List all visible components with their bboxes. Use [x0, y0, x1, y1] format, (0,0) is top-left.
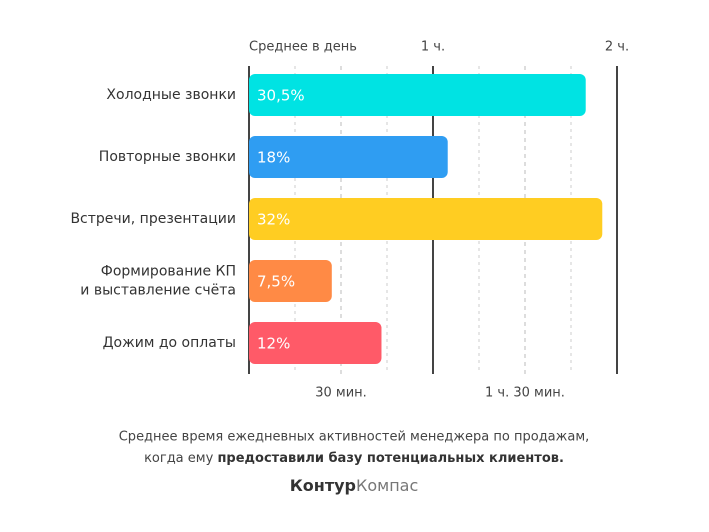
category-label: Повторные звонки — [99, 149, 236, 165]
category-label: и выставление счёта — [80, 283, 236, 299]
caption-bold: предоставили базу потенциальных клиентов… — [217, 451, 563, 466]
axis-label: Среднее в день — [249, 40, 357, 55]
logo-bold: Контур — [290, 476, 356, 495]
caption-text: когда ему — [144, 451, 214, 466]
x-tick-label: 1 ч. — [421, 40, 445, 55]
x-tick-label: 2 ч. — [605, 40, 629, 55]
category-label: Дожим до оплаты — [103, 335, 236, 351]
value-label: 18% — [257, 149, 290, 167]
value-label: 12% — [257, 335, 290, 353]
bar — [249, 198, 603, 240]
bar — [249, 136, 448, 178]
x-tick-label: 30 мин. — [315, 386, 367, 401]
logo: КонтурКомпас — [290, 476, 419, 495]
caption-line: Среднее время ежедневных активностей мен… — [119, 430, 590, 445]
bar — [249, 260, 332, 302]
caption-line: когда ему предоставили базу потенциальны… — [144, 451, 564, 466]
bar — [249, 322, 382, 364]
category-label: Холодные звонки — [106, 87, 236, 103]
x-tick-label: 1 ч. 30 мин. — [485, 386, 565, 401]
value-label: 7,5% — [257, 273, 295, 291]
logo-light: Компас — [356, 476, 418, 495]
category-label: Формирование КП — [101, 264, 236, 280]
value-label: 32% — [257, 211, 290, 229]
value-label: 30,5% — [257, 87, 305, 105]
bar — [249, 74, 586, 116]
category-label: Встречи, презентации — [70, 211, 236, 227]
